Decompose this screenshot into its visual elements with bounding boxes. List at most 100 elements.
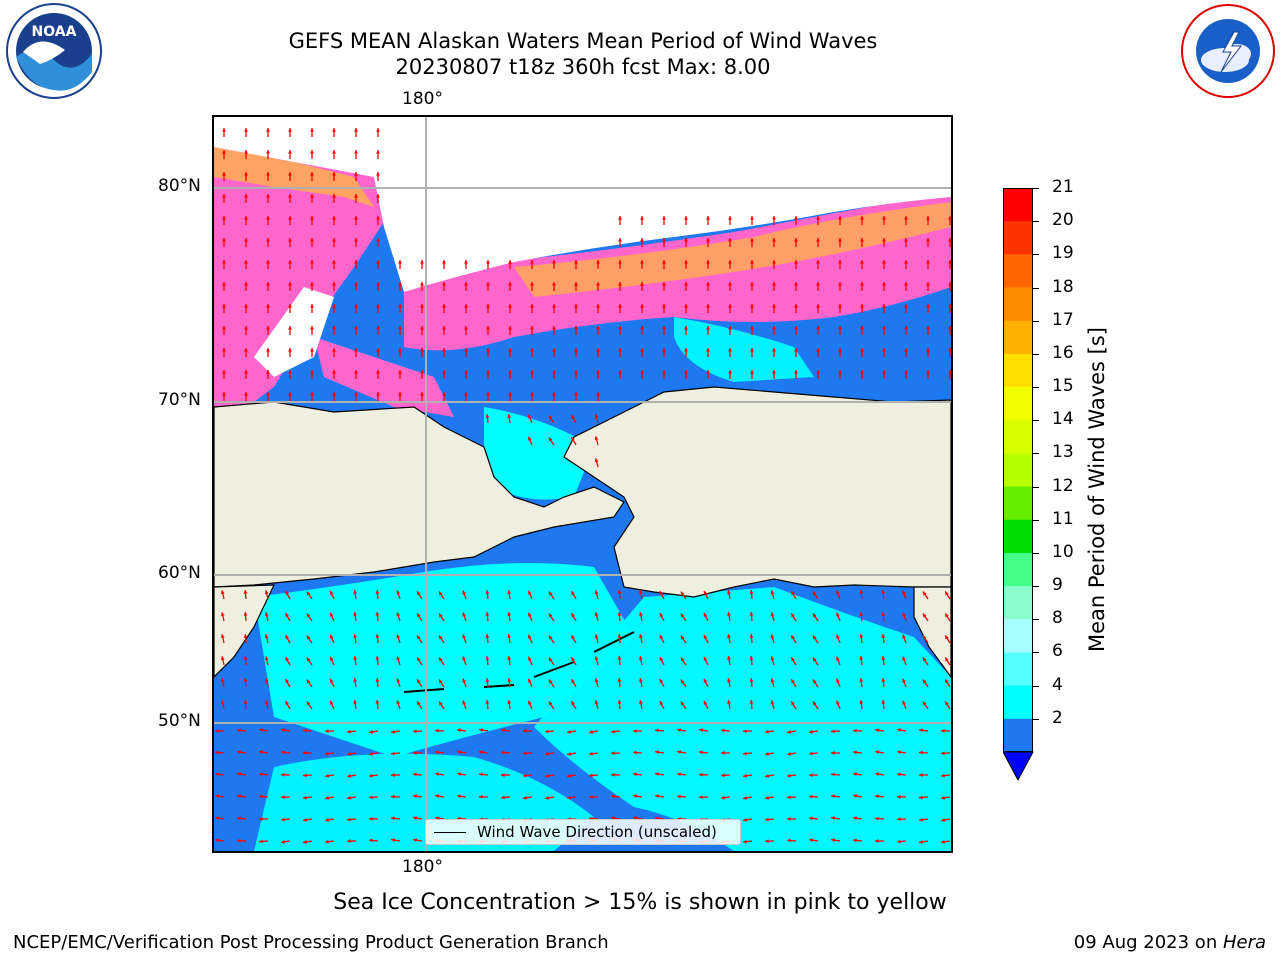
wind-arrow-head (727, 590, 731, 594)
wind-arrow-head (530, 348, 534, 352)
colorbar-tick-label: 19 (1052, 243, 1074, 264)
wind-arrow-head (680, 635, 685, 640)
wind-arrow-head (462, 634, 466, 639)
wind-arrow-head (770, 700, 775, 705)
wind-arrow-head (420, 348, 424, 352)
wind-arrow-head (703, 590, 708, 595)
wind-arrow-head (772, 260, 776, 264)
wind-arrow-head (728, 282, 732, 286)
wind-arrow-head (285, 635, 289, 640)
wind-arrow-head (354, 370, 358, 374)
wind-arrow-head (347, 774, 351, 778)
wind-arrow-head (750, 216, 754, 220)
wind-arrow-head (457, 728, 461, 733)
wind-arrow-head (545, 751, 549, 756)
wind-arrow-head (853, 772, 857, 777)
noaa-logo: NOAA (5, 2, 103, 100)
colorbar-tick-label: 17 (1052, 309, 1074, 330)
wind-arrow-head (617, 590, 622, 594)
wind-arrow-head (904, 216, 908, 220)
wind-arrow-head (530, 326, 534, 330)
wind-arrow-head (948, 216, 951, 220)
wind-arrow-head (750, 370, 754, 374)
svg-text:NOAA: NOAA (32, 24, 77, 40)
wind-arrow-head (303, 773, 307, 778)
wind-arrow-head (860, 238, 864, 242)
wind-arrow-head (765, 774, 769, 778)
wind-arrow-head (508, 326, 512, 330)
wind-arrow-head (594, 414, 599, 419)
wind-arrow-head (831, 729, 835, 734)
wind-arrow-head (501, 728, 505, 733)
wind-arrow-head (417, 591, 421, 596)
wind-arrow-head (332, 304, 336, 308)
wind-arrow-head (926, 238, 930, 242)
wind-arrow-head (442, 326, 446, 330)
wind-arrow-head (812, 657, 817, 662)
wind-arrow-head (442, 348, 446, 352)
wind-arrow-head (310, 370, 314, 374)
wind-arrow-head (859, 700, 864, 704)
wind-arrow-head (836, 612, 840, 617)
wind-arrow-head (266, 194, 270, 198)
wind-arrow-head (809, 816, 813, 821)
wind-arrow-head (750, 348, 754, 352)
wind-arrow-head (376, 326, 380, 330)
wind-arrow-head (662, 238, 666, 242)
wind-arrow-head (530, 370, 534, 374)
wind-arrow-head (330, 634, 334, 639)
wind-arrow-head (727, 612, 731, 616)
wind-arrow-head (464, 326, 468, 330)
wind-arrow-head (220, 656, 225, 661)
wind-arrow-head (347, 839, 351, 844)
wind-arrow-head (838, 238, 842, 242)
wind-arrow-head (589, 730, 593, 734)
wind-arrow-head (812, 701, 817, 706)
sea-ice-annotation: Sea Ice Concentration > 15% is shown in … (333, 890, 947, 915)
wind-arrow-head (288, 260, 292, 264)
wind-arrow-head (501, 773, 505, 777)
wind-arrow-head (640, 216, 644, 220)
wind-arrow-head (347, 817, 351, 822)
colorbar-tick-mark (1033, 486, 1039, 488)
wind-arrow-head (237, 750, 241, 755)
wind-arrow-head (838, 260, 842, 264)
wind-arrow-head (369, 730, 373, 734)
wind-arrow-head (330, 678, 334, 683)
wind-arrow-head (904, 238, 908, 242)
lat-label-60: 60°N (158, 563, 201, 583)
wind-arrow-head (552, 282, 556, 286)
wind-arrow-head (594, 656, 599, 661)
wind-arrow-head (594, 678, 599, 683)
legend-line-icon (434, 832, 466, 833)
wind-arrow-head (787, 817, 791, 821)
wind-arrow-head (303, 840, 307, 844)
wind-arrow-head (684, 238, 688, 242)
wind-arrow-head (791, 591, 795, 596)
wind-arrow-head (310, 128, 314, 132)
wind-arrow-head (303, 818, 307, 822)
wind-arrow-head (853, 816, 857, 821)
wind-arrow-head (306, 657, 311, 662)
wind-arrow-head (860, 370, 864, 374)
lon-label-bottom: 180° (402, 857, 443, 877)
wind-arrow-head (391, 729, 395, 734)
wind-arrow-head (853, 750, 857, 755)
wind-arrow-head (439, 591, 443, 596)
wind-arrow-head (548, 591, 553, 596)
wind-arrow-head (574, 326, 578, 330)
wind-arrow-head (703, 634, 708, 639)
wind-arrow-head (523, 728, 527, 733)
wind-arrow-head (375, 700, 380, 704)
wind-arrow-head (220, 634, 225, 639)
wind-arrow-head (310, 216, 314, 220)
wind-arrow-head (396, 612, 401, 617)
wind-arrow-head (836, 590, 840, 595)
wind-arrow-head (303, 795, 307, 800)
wind-arrow-head (794, 216, 798, 220)
wind-arrow-head (266, 304, 270, 308)
wind-arrow-head (332, 370, 336, 374)
wind-arrow-head (699, 728, 703, 733)
colorbar-tick-label: 4 (1052, 674, 1063, 695)
wind-arrow-head (310, 326, 314, 330)
